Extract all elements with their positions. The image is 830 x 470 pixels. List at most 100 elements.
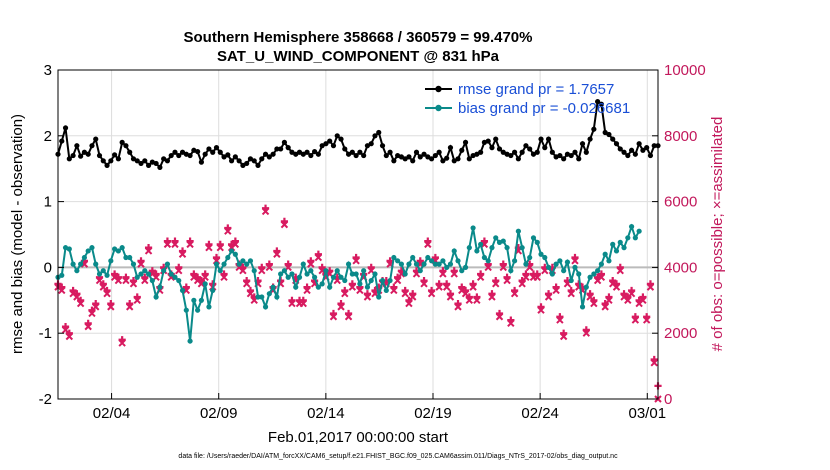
obs-assimilated-marker [220,273,228,281]
rmse-point [308,152,314,159]
bias-point [123,254,129,261]
bias-line [57,223,640,342]
rmse-point [304,149,310,155]
bias-point [462,264,469,270]
obs-assimilated-marker [473,296,481,305]
bias-point [308,268,314,274]
obs-assimilated-marker [341,290,349,298]
rmse-point [270,151,276,157]
bias-point [493,235,499,241]
bias-point [383,287,389,294]
rmse-point [587,136,593,142]
rmse-point [640,147,646,153]
bias-point [342,277,348,284]
rmse-point [251,158,257,164]
rmse-point [127,149,133,155]
rmse-point [66,156,72,162]
obs-assimilated-marker [178,250,187,258]
rmse-point [466,156,472,162]
bias-point [255,294,261,300]
rmse-point [455,156,461,162]
obs-assimilated-marker [163,240,172,249]
rmse-point [278,146,284,152]
bias-point [587,274,593,280]
rmse-point [432,152,438,159]
rmse-point [372,133,378,139]
bias-point [259,294,265,300]
bias-point [266,291,272,297]
rmse-point [176,152,182,159]
rmse-point [119,139,125,145]
x-axis-label: Feb.01,2017 00:00:00 start [268,429,449,446]
rmse-point [115,156,121,162]
rmse-point [595,98,601,105]
y-right-tick-label: 8000 [664,128,697,145]
y-right-tick-label: 6000 [664,194,697,211]
obs-assimilated-marker [401,290,409,298]
y-axis-label: rmse and bias (model - observation) [9,114,26,354]
bias-point [210,287,216,294]
bias-point [519,245,525,251]
rmse-point [447,145,454,151]
obs-assimilated-marker [420,280,428,288]
rmse-point [142,158,148,164]
obs-assimilated-marker [518,280,526,288]
bias-point [285,274,291,280]
chart-title: Southern Hemisphere 358668 / 360579 = 99… [184,29,533,46]
rmse-point [621,149,627,155]
obs-assimilated-marker [84,322,92,331]
bias-point [357,281,363,287]
bias-point [281,268,288,274]
y-tick-label: -2 [39,391,52,408]
x-tick-label: 02/19 [414,405,452,422]
rmse-point [598,101,604,107]
obs-assimilated-marker [450,270,458,278]
bias-point [632,235,638,241]
y-tick-label: 3 [44,62,52,79]
obs-assimilated-marker [231,240,240,249]
rmse-point [436,149,442,155]
bias-point [96,271,103,277]
bias-point [440,258,446,264]
rmse-point [274,146,280,152]
obs-assimilated-marker [299,299,307,308]
bias-point [444,264,450,270]
rmse-point [428,156,435,162]
bias-series [55,223,642,344]
bias-point [108,258,114,264]
rmse-point [315,151,321,157]
rmse-point [568,152,574,159]
rmse-point [172,149,178,155]
obs-assimilated-marker [144,247,153,255]
obs-assimilated-marker [631,316,640,324]
obs-assimilated-marker [409,293,417,301]
rmse-point [206,146,212,152]
obs-assimilated-marker [510,290,519,298]
rmse-point [523,143,529,149]
rmse-point [100,158,106,164]
bias-point [613,248,620,254]
obs-assimilated-marker [533,273,541,281]
obs-assimilated-marker [258,266,266,275]
rmse-point [323,141,329,147]
rmse-point [527,146,533,152]
bias-point [376,294,382,300]
plot-frame [57,69,659,400]
obs-assimilated-marker [469,283,477,291]
rmse-point [417,154,423,160]
obs-assimilated-marker [61,326,70,334]
obs-assimilated-marker [439,270,447,278]
bias-point [598,261,604,267]
obs-assimilated-marker [107,303,115,311]
bias-point [59,272,65,278]
obs-assimilated-marker [133,296,141,305]
rmse-point [410,158,416,164]
bias-point [236,261,242,267]
rmse-point [542,145,548,151]
rmse-point [108,158,114,164]
bias-point [436,261,442,267]
bias-point [217,268,223,274]
bias-point [568,277,574,284]
rmse-point [406,154,412,160]
rmse-point [134,158,140,164]
